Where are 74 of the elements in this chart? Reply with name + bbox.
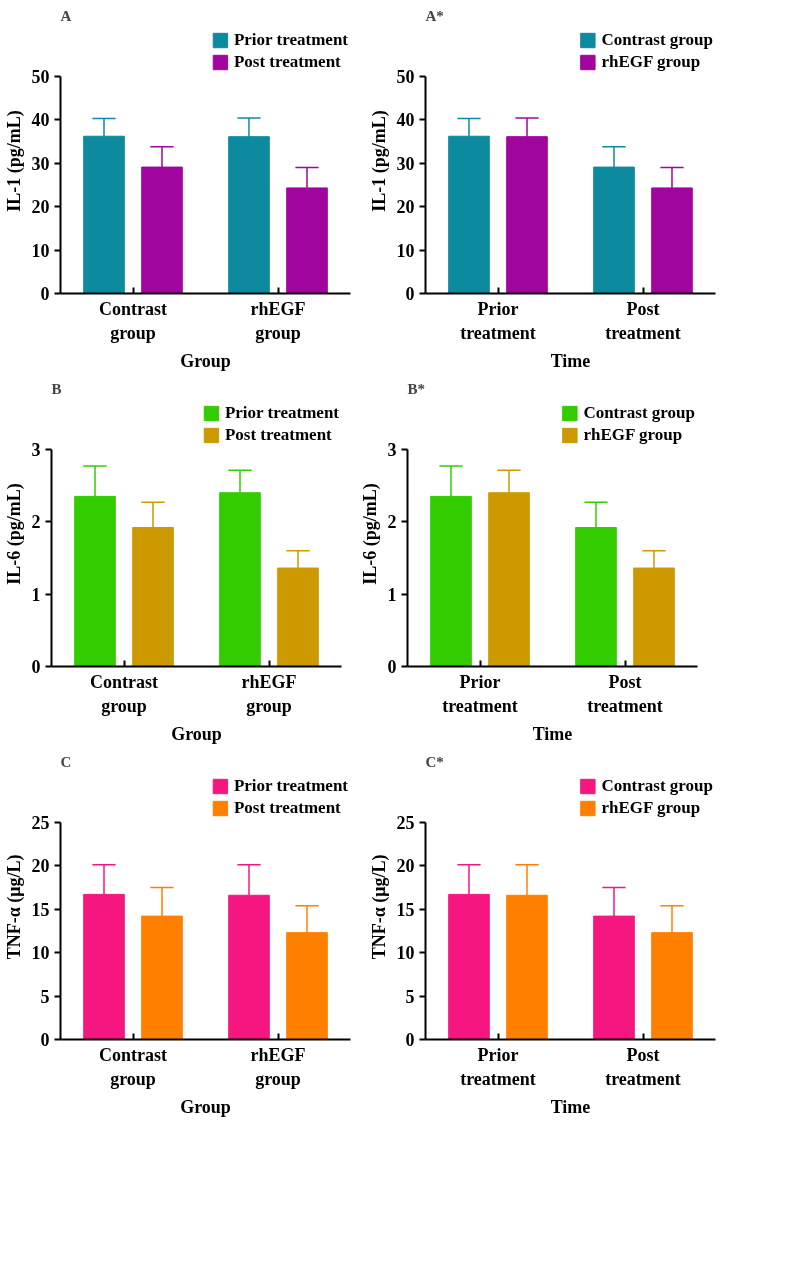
legend-label: Post treatment xyxy=(224,425,332,445)
y-tick-label: 10 xyxy=(31,240,50,261)
chart-title: B* xyxy=(407,380,426,397)
x-tick-label: rhEGF group xyxy=(250,298,306,343)
x-tick-label: Prior treatment xyxy=(442,671,518,716)
legend-label: rhEGF group xyxy=(601,52,701,72)
y-tick-label: 0 xyxy=(405,1030,415,1050)
x-axis-title: Group xyxy=(180,1096,231,1117)
y-tick-label: 50 xyxy=(31,66,50,87)
y-tick-label: 20 xyxy=(396,197,415,218)
x-axis-title: Group xyxy=(171,723,222,744)
chart-title: B xyxy=(51,380,62,397)
x-tick-label: rhEGF group xyxy=(241,671,297,716)
legend-label: Post treatment xyxy=(233,52,341,72)
y-tick-label: 1 xyxy=(31,584,41,605)
chart-title: A xyxy=(60,7,72,24)
y-tick-label: 0 xyxy=(40,1030,50,1050)
chart-title: A* xyxy=(425,7,444,24)
legend-label: Prior treatment xyxy=(233,776,348,796)
legend-label: Contrast group xyxy=(601,30,713,50)
y-tick-label: 20 xyxy=(396,856,415,877)
y-axis-title: TNF-α (μg/L) xyxy=(368,854,390,960)
y-tick-label: 40 xyxy=(31,110,50,131)
x-tick-label: Contrast group xyxy=(99,1044,167,1089)
x-tick-label: Prior treatment xyxy=(460,1044,536,1089)
y-axis-title: IL-6 (pg/mL) xyxy=(359,483,381,585)
x-axis-title: Group xyxy=(180,350,231,371)
x-tick-label: Contrast group xyxy=(90,671,158,716)
y-tick-label: 25 xyxy=(396,812,415,833)
y-tick-label: 50 xyxy=(396,66,415,87)
y-tick-label: 2 xyxy=(31,512,41,533)
y-tick-label: 30 xyxy=(31,153,50,174)
x-tick-label: Post treatment xyxy=(605,1044,681,1089)
y-tick-label: 40 xyxy=(396,110,415,131)
legend-label: Contrast group xyxy=(583,403,695,423)
legend-label: Post treatment xyxy=(233,798,341,818)
y-tick-label: 15 xyxy=(31,899,50,920)
x-tick-label: Contrast group xyxy=(99,298,167,343)
x-tick-label: Prior treatment xyxy=(460,298,536,343)
y-tick-label: 3 xyxy=(31,439,41,460)
y-tick-label: 5 xyxy=(40,986,50,1007)
x-axis-title: Time xyxy=(550,1096,591,1117)
y-tick-label: 0 xyxy=(31,657,41,677)
y-tick-label: 10 xyxy=(396,943,415,964)
y-tick-label: 30 xyxy=(396,153,415,174)
y-tick-label: 0 xyxy=(387,657,397,677)
y-axis-title: IL-6 (pg/mL) xyxy=(3,483,25,585)
x-tick-label: Post treatment xyxy=(587,671,663,716)
y-axis-title: IL-1 (pg/mL) xyxy=(368,110,390,212)
y-tick-label: 3 xyxy=(387,439,397,460)
y-tick-label: 25 xyxy=(31,812,50,833)
legend-label: Prior treatment xyxy=(224,403,339,423)
y-axis-title: IL-1 (pg/mL) xyxy=(3,110,25,212)
legend-label: rhEGF group xyxy=(601,798,701,818)
y-tick-label: 1 xyxy=(387,584,397,605)
chart-title: C xyxy=(60,753,72,770)
x-axis-title: Time xyxy=(532,723,573,744)
y-tick-label: 20 xyxy=(31,856,50,877)
y-tick-label: 20 xyxy=(31,197,50,218)
legend-label: Prior treatment xyxy=(233,30,348,50)
x-tick-label: Post treatment xyxy=(605,298,681,343)
legend-label: rhEGF group xyxy=(583,425,683,445)
x-tick-label: rhEGF group xyxy=(250,1044,306,1089)
y-tick-label: 5 xyxy=(405,986,415,1007)
y-tick-label: 15 xyxy=(396,899,415,920)
y-tick-label: 0 xyxy=(405,284,415,304)
y-tick-label: 10 xyxy=(396,240,415,261)
y-tick-label: 0 xyxy=(40,284,50,304)
x-axis-title: Time xyxy=(550,350,591,371)
legend-label: Contrast group xyxy=(601,776,713,796)
y-tick-label: 10 xyxy=(31,943,50,964)
chart-title: C* xyxy=(425,753,444,770)
y-tick-label: 2 xyxy=(387,512,397,533)
y-axis-title: TNF-α (μg/L) xyxy=(3,854,25,960)
